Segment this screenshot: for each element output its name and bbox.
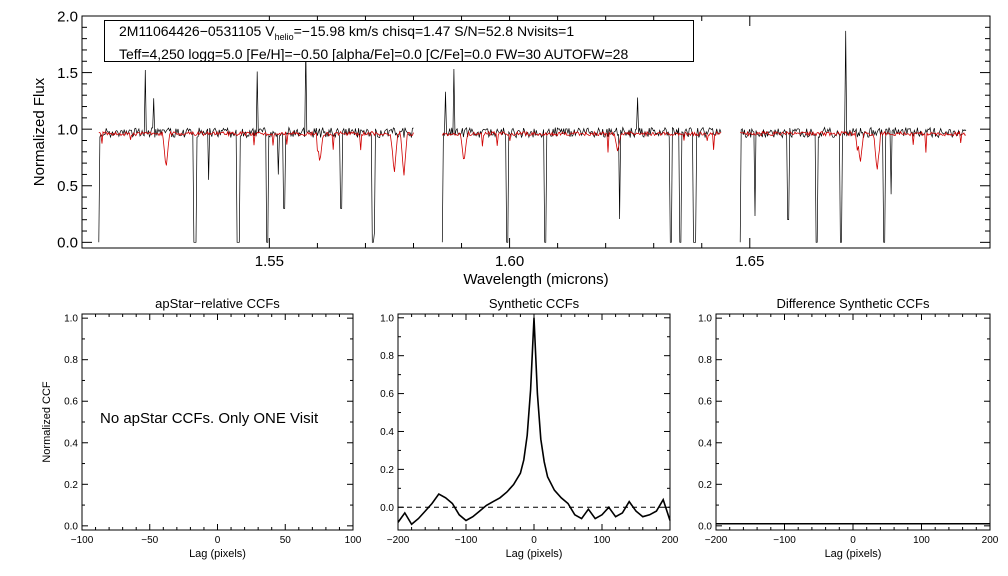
y-tick-label: 1.5 — [57, 65, 78, 82]
y-tick-label: 0.0 — [64, 521, 78, 532]
observed-spectrum-line — [441, 68, 722, 243]
y-tick-label: 2.0 — [57, 8, 78, 25]
synthetic-spectrum-line — [441, 130, 722, 160]
plot-frame — [81, 15, 991, 249]
x-tick-label: −100 — [455, 535, 478, 546]
y-tick-label: 0.6 — [380, 389, 394, 400]
info-line-2: Teff=4,250 logg=5.0 [Fe/H]=−0.50 [alpha/… — [119, 45, 629, 62]
x-tick-label: 100 — [913, 535, 930, 546]
y-tick-label: 0.2 — [380, 465, 394, 476]
y-tick-label: 0.5 — [57, 178, 78, 195]
observed-spectrum-line — [98, 46, 414, 243]
panel-title: apStar−relative CCFs — [155, 296, 280, 311]
x-tick-label: −100 — [773, 535, 796, 546]
synthetic-ccf-panel: −200 −100 0 100 200 0.0 0.2 0.4 0.6 0.8 1.0 Synthet… — [380, 296, 679, 560]
info-line-1: 2M11064426−0531105 Vhelio=−15.98 km/s ch… — [119, 23, 693, 46]
y-tick-label: 0.0 — [698, 521, 712, 532]
x-axis-label: Lag (pixels) — [825, 548, 882, 560]
y-tick-label: 1.0 — [57, 121, 78, 138]
y-tick-label: 0.8 — [698, 355, 712, 366]
observed-spectrum-line — [739, 30, 967, 243]
y-tick-label: 0.4 — [380, 427, 394, 438]
y-tick-label: 0.2 — [64, 480, 78, 491]
x-tick-label: 100 — [345, 535, 362, 546]
y-tick-label: 0.8 — [380, 351, 394, 362]
y-tick-label: 0.0 — [57, 235, 78, 252]
panel-title: Synthetic CCFs — [489, 296, 580, 311]
synthetic-ccf-curve — [397, 317, 671, 526]
y-tick-label: 0.4 — [698, 438, 712, 449]
x-tick-label: 0 — [531, 535, 537, 546]
x-tick-label: −200 — [387, 535, 410, 546]
apstar-ccf-panel: −100 −50 0 50 100 0.0 0.2 0.4 0.6 0.8 1.0 apStar−re… — [41, 296, 362, 560]
x-tick-label: 0 — [215, 535, 221, 546]
y-tick-label: 1.0 — [64, 314, 78, 325]
plot-frame — [397, 313, 671, 531]
info-star-id: 2M11064426−0531105 V — [119, 23, 275, 39]
synthetic-spectrum-line — [739, 130, 967, 170]
x-axis-label: Lag (pixels) — [189, 548, 246, 560]
x-tick-label: 0 — [850, 535, 856, 546]
y-tick-label: 1.0 — [698, 314, 712, 325]
y-tick-label: 0.6 — [698, 397, 712, 408]
panel-title: Difference Synthetic CCFs — [777, 296, 930, 311]
difference-ccf-panel: −200 −100 0 100 200 0.0 0.2 0.4 0.6 0.8 1.0 Differe… — [698, 296, 999, 560]
spectrum-panel: 1.55 1.60 1.65 0.0 0.5 1.0 1.5 2.0 Wavelength (m… — [31, 8, 991, 288]
x-tick-label: 1.55 — [255, 253, 284, 270]
y-axis-label: Normalized CCF — [41, 381, 53, 463]
y-tick-label: 0.0 — [380, 503, 394, 514]
synthetic-spectrum-line — [98, 130, 414, 176]
x-tick-label: 200 — [982, 535, 999, 546]
y-tick-label: 0.6 — [64, 397, 78, 408]
y-tick-label: 0.4 — [64, 438, 78, 449]
x-tick-label: 200 — [662, 535, 679, 546]
x-tick-label: −100 — [71, 535, 94, 546]
y-tick-label: 0.2 — [698, 480, 712, 491]
no-ccf-message: No apStar CCFs. Only ONE Visit — [100, 410, 319, 427]
x-tick-label: −50 — [141, 535, 158, 546]
spectrum-info-box: 2M11064426−0531105 Vhelio=−15.98 km/s ch… — [104, 20, 694, 62]
x-axis-label: Lag (pixels) — [506, 548, 563, 560]
x-tick-label: 1.65 — [735, 253, 764, 270]
y-tick-label: 1.0 — [380, 313, 394, 324]
y-axis-label: Normalized Flux — [31, 77, 48, 186]
x-tick-label: 100 — [594, 535, 611, 546]
x-tick-label: −200 — [705, 535, 728, 546]
y-tick-label: 0.8 — [64, 355, 78, 366]
info-subscript: helio — [274, 31, 294, 42]
info-star-params: =−15.98 km/s chisq=1.47 S/N=52.8 Nvisits… — [293, 23, 575, 39]
x-axis-label: Wavelength (microns) — [463, 271, 608, 288]
plot-frame — [715, 313, 991, 531]
x-tick-label: 50 — [280, 535, 292, 546]
x-tick-label: 1.60 — [495, 253, 524, 270]
